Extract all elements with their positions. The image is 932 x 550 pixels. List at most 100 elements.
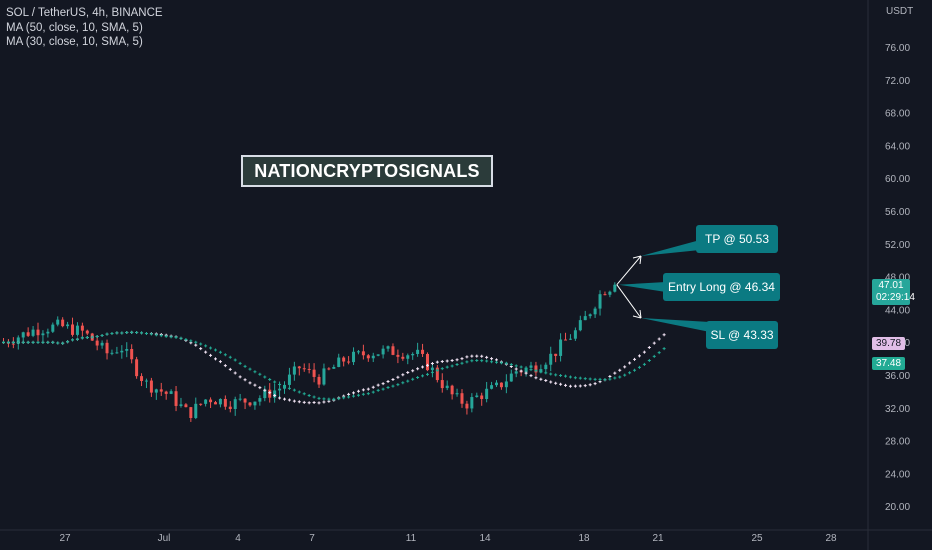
time-axis[interactable]: 27 Jul 4 7 11 14 18 21 25 28 bbox=[59, 533, 837, 544]
candle-body bbox=[337, 357, 341, 367]
ma2-line-point bbox=[302, 392, 306, 396]
ma1-line-point bbox=[238, 375, 242, 379]
candle-body bbox=[100, 342, 104, 346]
time-tick: 25 bbox=[751, 533, 763, 544]
candle-body bbox=[376, 354, 380, 356]
candle-body bbox=[381, 348, 385, 355]
ma2-line-point bbox=[564, 374, 568, 378]
candle-body bbox=[120, 350, 124, 353]
ma1-line-point bbox=[204, 350, 208, 354]
ma1-line-point bbox=[618, 368, 622, 372]
candle-body bbox=[391, 346, 395, 355]
sl-callout[interactable]: SL @ 43.33 bbox=[706, 321, 778, 349]
ma1-line-point bbox=[608, 375, 612, 379]
candle-body bbox=[56, 319, 60, 325]
ma1-line-point bbox=[396, 375, 400, 379]
ma1-line-point bbox=[228, 367, 232, 371]
ma2-line-point bbox=[233, 358, 237, 362]
candle-body bbox=[223, 398, 227, 407]
ma2-line-point bbox=[445, 365, 449, 369]
ma2-line-point bbox=[6, 340, 10, 344]
candle-body bbox=[233, 399, 237, 409]
ma2-line-point bbox=[588, 377, 592, 381]
candle-body bbox=[80, 325, 84, 331]
ma1-line-point bbox=[554, 381, 558, 385]
candle-body bbox=[169, 391, 173, 394]
tp-callout[interactable]: TP @ 50.53 bbox=[696, 225, 778, 253]
ma2-legend[interactable]: MA (30, close, 10, SMA, 5) bbox=[6, 36, 143, 48]
candle-body bbox=[218, 398, 222, 405]
price-tick: 52.00 bbox=[885, 240, 910, 251]
ma2-line-point bbox=[356, 393, 360, 397]
ma2-line-point bbox=[499, 361, 503, 365]
candle-body bbox=[174, 391, 178, 406]
ma1-line-point bbox=[283, 397, 287, 401]
ma2-line-point bbox=[352, 394, 356, 398]
ma1-line-point bbox=[322, 400, 326, 404]
ma2-line-point bbox=[297, 390, 301, 394]
price-tick: 64.00 bbox=[885, 141, 910, 152]
ma2-line-point bbox=[46, 340, 50, 344]
ma1-line-point bbox=[194, 343, 198, 347]
ma2-line-point bbox=[332, 397, 336, 401]
candle-body bbox=[278, 388, 282, 391]
candle-body bbox=[440, 380, 444, 389]
candle-body bbox=[194, 403, 198, 418]
ma2-line-point bbox=[465, 360, 469, 364]
ma1-line-point bbox=[519, 369, 523, 373]
ma1-line-point bbox=[297, 400, 301, 404]
ma1-line-point bbox=[386, 380, 390, 384]
ma1-line-point bbox=[485, 355, 489, 359]
ma2-line-point bbox=[154, 333, 158, 337]
ma2-line-point bbox=[90, 335, 94, 339]
ma1-line-point bbox=[273, 394, 277, 398]
candle-body bbox=[421, 349, 425, 354]
ma1-line-point bbox=[514, 367, 518, 371]
ma2-line-point bbox=[657, 351, 661, 355]
ma2-line-point bbox=[549, 372, 553, 376]
ma2-line-point bbox=[115, 331, 119, 335]
ma1-legend[interactable]: MA (50, close, 10, SMA, 5) bbox=[6, 21, 143, 34]
ma2-line-point bbox=[618, 375, 622, 379]
ma1-line-point bbox=[475, 354, 479, 358]
entry-callout[interactable]: Entry Long @ 46.34 bbox=[663, 273, 780, 301]
candle-body bbox=[455, 393, 459, 395]
ma1-line-point bbox=[445, 359, 449, 363]
time-tick: 11 bbox=[406, 533, 417, 544]
ma1-line-point bbox=[573, 384, 577, 388]
ma1-line-point bbox=[411, 369, 415, 373]
ma2-line-point bbox=[450, 364, 454, 368]
ma1-line-point bbox=[356, 389, 360, 393]
ma2-line-point bbox=[411, 377, 415, 381]
candle-body bbox=[115, 352, 119, 354]
time-tick: 27 bbox=[59, 533, 71, 544]
ma2-line-point bbox=[391, 384, 395, 388]
ma2-line-point bbox=[406, 379, 410, 383]
ma2-line-point bbox=[623, 373, 627, 377]
ma1-line-point bbox=[376, 383, 380, 387]
ma2-line-point bbox=[396, 383, 400, 387]
symbol-title[interactable]: SOL / TetherUS, 4h, BINANCE bbox=[6, 7, 163, 19]
ma1-line-point bbox=[559, 382, 563, 386]
ma2-line-point bbox=[376, 388, 380, 392]
candle-body bbox=[85, 330, 89, 334]
ma2-line-point bbox=[603, 378, 607, 382]
ma1-line-point bbox=[564, 383, 568, 387]
ma2-line-point bbox=[337, 397, 341, 401]
candle-body bbox=[159, 389, 163, 392]
tp-arrow-head bbox=[639, 255, 642, 265]
ma2-line-point bbox=[455, 363, 459, 367]
ma1-line-point bbox=[657, 337, 661, 341]
ma2-line-point bbox=[85, 336, 89, 340]
price-tick: 60.00 bbox=[885, 174, 910, 185]
candle-body bbox=[342, 357, 346, 362]
candle-body bbox=[71, 324, 75, 335]
ma2-line-point bbox=[223, 353, 227, 357]
candle-body bbox=[514, 371, 518, 374]
ma1-line-point bbox=[455, 358, 459, 362]
ma2-line-point bbox=[26, 340, 30, 344]
candle-body bbox=[544, 364, 548, 370]
ma1-line-point bbox=[460, 357, 464, 361]
ma2-line-point bbox=[386, 385, 390, 389]
